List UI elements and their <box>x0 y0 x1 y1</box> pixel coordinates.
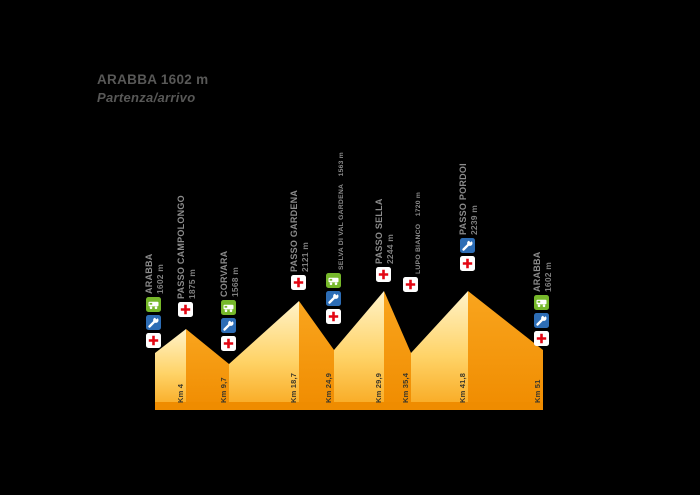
station-label: PASSO GARDENA 2121 m <box>289 190 310 272</box>
km-marker-lupo-bianco: Km 35,4 <box>401 372 410 403</box>
station-label: PASSO SELLA 2244 m <box>374 198 395 264</box>
mechanical-assistance-icon <box>326 291 341 306</box>
station-name: ARABBA <box>532 251 542 293</box>
route-subtitle: Partenza/arrivo <box>97 90 196 106</box>
km-marker-campolongo: Km 4 <box>176 383 185 403</box>
medical-assistance-icon <box>376 267 391 282</box>
station-elevation: 1875 m <box>186 268 197 299</box>
km-marker-selva: Km 24,9 <box>324 372 333 403</box>
station-label: ARABBA 1602 m <box>532 252 553 293</box>
station-name: PASSO SELLA <box>374 198 384 264</box>
medical-assistance-icon <box>326 309 341 324</box>
station-name: LUPO BIANCO <box>415 223 422 274</box>
service-icons <box>460 238 475 274</box>
medical-assistance-icon <box>403 277 418 292</box>
service-icons <box>291 275 306 293</box>
route-title: ARABBA 1602 m <box>97 72 209 87</box>
descent-corvara <box>186 329 229 410</box>
km-marker-corvara: Km 9,7 <box>219 377 228 403</box>
service-icons <box>178 302 193 320</box>
station-elevation: 2244 m <box>384 233 395 264</box>
service-icons <box>376 267 391 285</box>
station-label: ARABBA 1602 m <box>144 254 165 295</box>
refreshment-icon <box>534 295 549 310</box>
km-marker-pordoi: Km 41,8 <box>458 372 467 403</box>
descent-lupo-bianco <box>384 291 411 410</box>
baseline-band <box>155 402 543 410</box>
refreshment-icon <box>146 297 161 312</box>
station-name: ARABBA <box>144 253 154 295</box>
mechanical-assistance-icon <box>534 313 549 328</box>
medical-assistance-icon <box>178 302 193 317</box>
station-elevation: 1568 m <box>229 266 240 297</box>
station-name: PASSO CAMPOLONGO <box>176 195 186 299</box>
climb-campolongo <box>155 329 186 410</box>
mechanical-assistance-icon <box>221 318 236 333</box>
service-icons <box>403 277 418 295</box>
page-title: ARABBA 1602 m Partenza/arrivo <box>97 71 208 107</box>
km-marker-gardena: Km 18,7 <box>289 372 298 403</box>
station-label: PASSO PORDOI 2239 m <box>458 163 479 235</box>
station-elevation: 1602 m <box>154 263 165 294</box>
climb-pordoi <box>411 291 468 410</box>
descent-selva <box>299 301 334 410</box>
station-elevation: 1720 m <box>415 191 422 217</box>
climb-sella <box>334 291 384 410</box>
station-name: CORVARA <box>219 250 229 297</box>
service-icons <box>326 273 341 327</box>
station-elevation: 2239 m <box>468 204 479 235</box>
station-name: PASSO GARDENA <box>289 189 299 272</box>
service-icons <box>221 300 236 354</box>
medical-assistance-icon <box>221 336 236 351</box>
service-icons <box>146 297 161 351</box>
station-label: CORVARA 1568 m <box>219 251 240 297</box>
service-icons <box>534 295 549 349</box>
station-elevation: 1563 m <box>338 152 345 177</box>
station-name: SELVA DI VAL GARDENA <box>338 183 345 270</box>
station-label: PASSO CAMPOLONGO 1875 m <box>176 195 197 299</box>
medical-assistance-icon <box>460 256 475 271</box>
medical-assistance-icon <box>146 333 161 348</box>
mechanical-assistance-icon <box>460 238 475 253</box>
station-label: LUPO BIANCO 1720 m <box>407 192 426 274</box>
km-marker-arabba-finish: Km 51 <box>533 379 542 403</box>
km-marker-sella: Km 29,9 <box>374 372 383 403</box>
refreshment-icon <box>326 273 341 288</box>
mechanical-assistance-icon <box>146 315 161 330</box>
station-elevation: 2121 m <box>299 241 310 272</box>
station-name: PASSO PORDOI <box>458 163 468 235</box>
station-elevation: 1602 m <box>542 261 553 292</box>
station-label: SELVA DI VAL GARDENA 1563 m <box>330 152 349 270</box>
descent-arabba <box>468 291 543 410</box>
medical-assistance-icon <box>291 275 306 290</box>
medical-assistance-icon <box>534 331 549 346</box>
refreshment-icon <box>221 300 236 315</box>
climb-gardena <box>229 301 299 410</box>
